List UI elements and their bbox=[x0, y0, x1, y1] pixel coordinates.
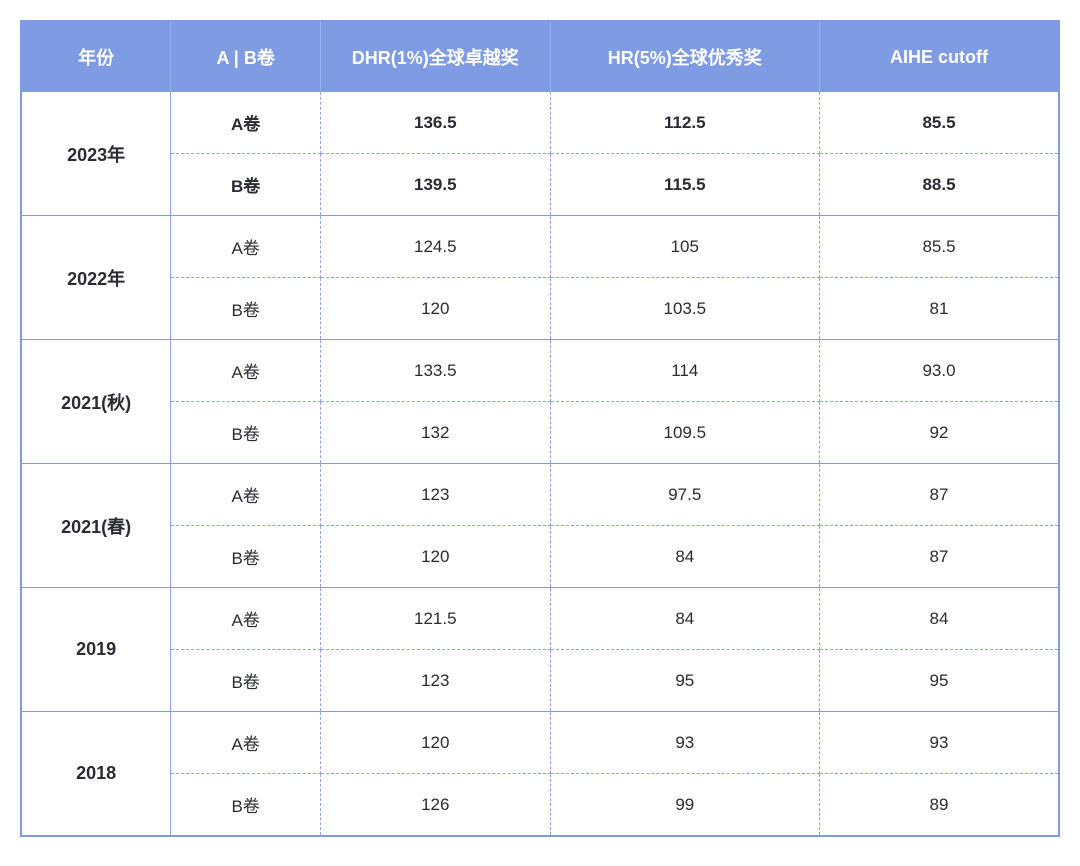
table-row: 2021(春)A卷12397.587 bbox=[21, 464, 1059, 526]
paper-cell: B卷 bbox=[171, 526, 321, 588]
dhr-cell: 123 bbox=[320, 464, 550, 526]
dhr-cell: 123 bbox=[320, 650, 550, 712]
paper-cell: B卷 bbox=[171, 154, 321, 216]
aihe-cell: 87 bbox=[819, 526, 1059, 588]
table-row: 2023年A卷136.5112.585.5 bbox=[21, 92, 1059, 154]
aihe-cell: 95 bbox=[819, 650, 1059, 712]
col-hr: HR(5%)全球优秀奖 bbox=[550, 21, 819, 92]
dhr-cell: 136.5 bbox=[320, 92, 550, 154]
hr-cell: 115.5 bbox=[550, 154, 819, 216]
paper-cell: A卷 bbox=[171, 340, 321, 402]
paper-cell: B卷 bbox=[171, 278, 321, 340]
paper-cell: B卷 bbox=[171, 774, 321, 837]
paper-cell: A卷 bbox=[171, 712, 321, 774]
year-cell: 2018 bbox=[21, 712, 171, 837]
hr-cell: 105 bbox=[550, 216, 819, 278]
paper-cell: B卷 bbox=[171, 402, 321, 464]
paper-cell: B卷 bbox=[171, 650, 321, 712]
dhr-cell: 132 bbox=[320, 402, 550, 464]
paper-cell: A卷 bbox=[171, 464, 321, 526]
table-body: 2023年A卷136.5112.585.5B卷139.5115.588.5202… bbox=[21, 92, 1059, 836]
hr-cell: 114 bbox=[550, 340, 819, 402]
col-aihe: AIHE cutoff bbox=[819, 21, 1059, 92]
aihe-cell: 92 bbox=[819, 402, 1059, 464]
year-cell: 2021(秋) bbox=[21, 340, 171, 464]
year-cell: 2022年 bbox=[21, 216, 171, 340]
table-header-row: 年份 A | B卷 DHR(1%)全球卓越奖 HR(5%)全球优秀奖 AIHE … bbox=[21, 21, 1059, 92]
cutoff-scores-table: 年份 A | B卷 DHR(1%)全球卓越奖 HR(5%)全球优秀奖 AIHE … bbox=[20, 20, 1060, 837]
col-dhr: DHR(1%)全球卓越奖 bbox=[320, 21, 550, 92]
aihe-cell: 89 bbox=[819, 774, 1059, 837]
dhr-cell: 133.5 bbox=[320, 340, 550, 402]
table-row: 2019A卷121.58484 bbox=[21, 588, 1059, 650]
dhr-cell: 126 bbox=[320, 774, 550, 837]
aihe-cell: 93 bbox=[819, 712, 1059, 774]
hr-cell: 84 bbox=[550, 526, 819, 588]
paper-cell: A卷 bbox=[171, 216, 321, 278]
dhr-cell: 124.5 bbox=[320, 216, 550, 278]
table-row: B卷139.5115.588.5 bbox=[21, 154, 1059, 216]
hr-cell: 103.5 bbox=[550, 278, 819, 340]
hr-cell: 109.5 bbox=[550, 402, 819, 464]
aihe-cell: 84 bbox=[819, 588, 1059, 650]
table-row: B卷1239595 bbox=[21, 650, 1059, 712]
hr-cell: 95 bbox=[550, 650, 819, 712]
hr-cell: 99 bbox=[550, 774, 819, 837]
hr-cell: 97.5 bbox=[550, 464, 819, 526]
dhr-cell: 121.5 bbox=[320, 588, 550, 650]
dhr-cell: 139.5 bbox=[320, 154, 550, 216]
hr-cell: 84 bbox=[550, 588, 819, 650]
aihe-cell: 93.0 bbox=[819, 340, 1059, 402]
table-row: B卷1208487 bbox=[21, 526, 1059, 588]
dhr-cell: 120 bbox=[320, 712, 550, 774]
dhr-cell: 120 bbox=[320, 526, 550, 588]
hr-cell: 112.5 bbox=[550, 92, 819, 154]
table-row: 2021(秋)A卷133.511493.0 bbox=[21, 340, 1059, 402]
paper-cell: A卷 bbox=[171, 588, 321, 650]
aihe-cell: 81 bbox=[819, 278, 1059, 340]
col-year: 年份 bbox=[21, 21, 171, 92]
table-row: B卷132109.592 bbox=[21, 402, 1059, 464]
aihe-cell: 87 bbox=[819, 464, 1059, 526]
table-row: B卷120103.581 bbox=[21, 278, 1059, 340]
hr-cell: 93 bbox=[550, 712, 819, 774]
year-cell: 2021(春) bbox=[21, 464, 171, 588]
col-paper: A | B卷 bbox=[171, 21, 321, 92]
aihe-cell: 85.5 bbox=[819, 92, 1059, 154]
year-cell: 2019 bbox=[21, 588, 171, 712]
aihe-cell: 88.5 bbox=[819, 154, 1059, 216]
paper-cell: A卷 bbox=[171, 92, 321, 154]
table-row: 2022年A卷124.510585.5 bbox=[21, 216, 1059, 278]
year-cell: 2023年 bbox=[21, 92, 171, 216]
aihe-cell: 85.5 bbox=[819, 216, 1059, 278]
table-row: 2018A卷1209393 bbox=[21, 712, 1059, 774]
dhr-cell: 120 bbox=[320, 278, 550, 340]
table-row: B卷1269989 bbox=[21, 774, 1059, 837]
